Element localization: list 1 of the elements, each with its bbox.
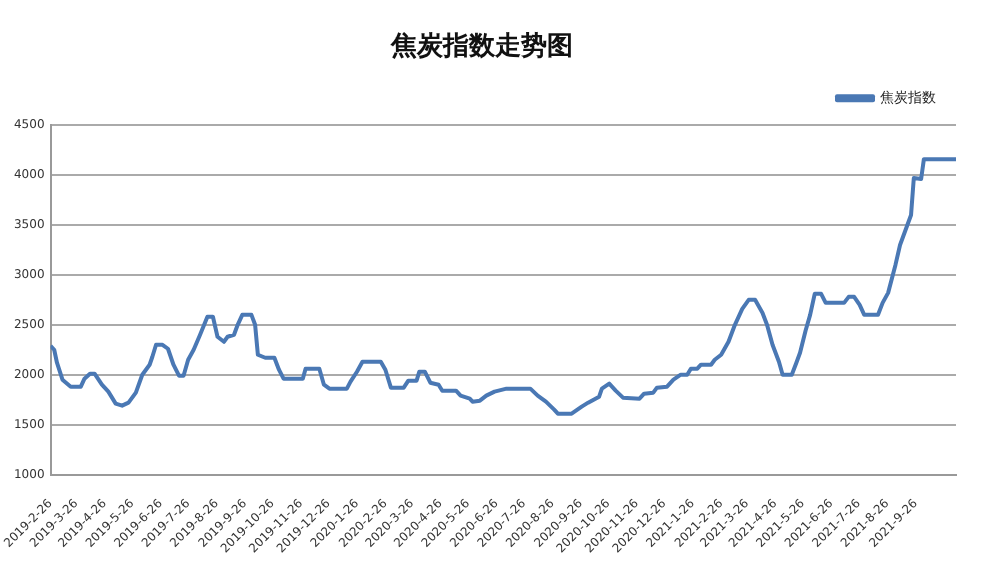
chart-title: 焦炭指数走势图 bbox=[389, 30, 573, 63]
